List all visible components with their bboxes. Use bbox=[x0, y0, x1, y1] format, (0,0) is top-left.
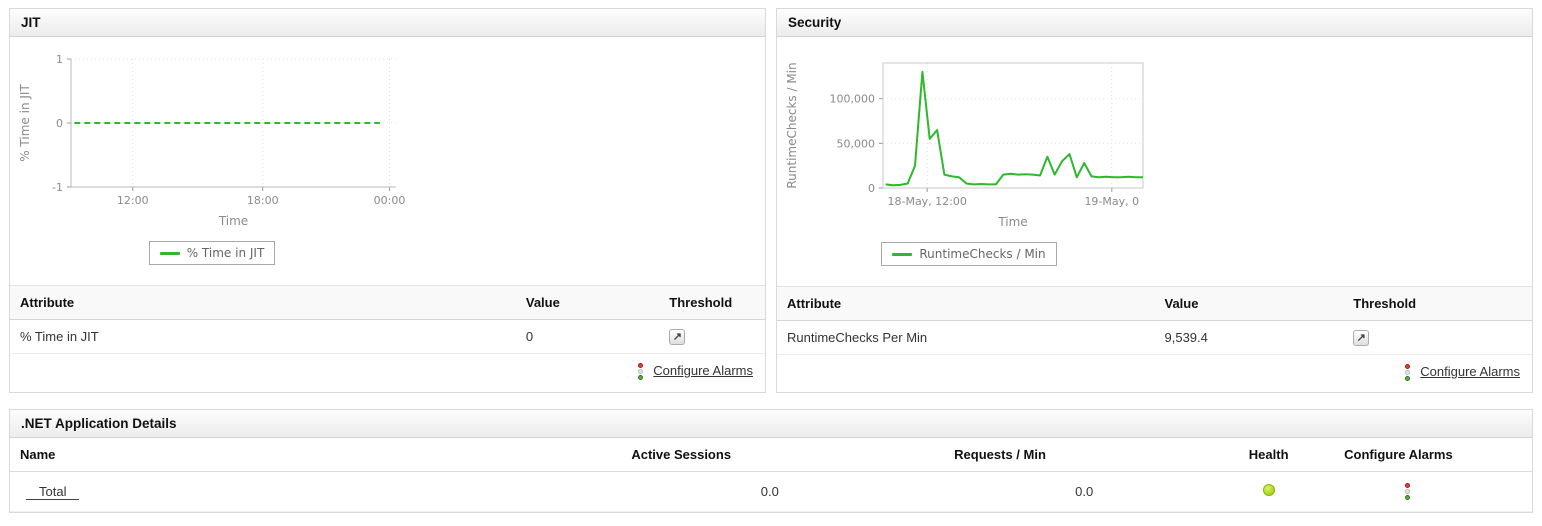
attribute-column-header: Attribute bbox=[777, 286, 1155, 321]
health-status-icon bbox=[1262, 484, 1275, 496]
svg-text:0: 0 bbox=[56, 117, 63, 130]
svg-text:-1: -1 bbox=[52, 181, 63, 194]
value-column-header: Value bbox=[515, 285, 660, 320]
alarm-traffic-light-icon[interactable] bbox=[1404, 363, 1411, 382]
value-column-header: Value bbox=[1154, 286, 1344, 321]
table-row: RuntimeChecks Per Min 9,539.4 ↗ bbox=[777, 320, 1532, 355]
jit-attribute-table: Attribute Value Threshold % Time in JIT … bbox=[10, 285, 765, 391]
threshold-icon[interactable]: ↗ bbox=[1353, 330, 1370, 346]
svg-text:50,000: 50,000 bbox=[837, 137, 876, 150]
table-header-row: Name Active Sessions Requests / Min Heal… bbox=[10, 438, 1532, 472]
configure-alarms-column-header: Configure Alarms bbox=[1334, 438, 1532, 472]
svg-text:Time: Time bbox=[218, 214, 248, 228]
attribute-cell: RuntimeChecks Per Min bbox=[777, 320, 1155, 355]
configure-alarms-row: Configure Alarms bbox=[10, 354, 765, 392]
requests-per-min-cell: 0.0 bbox=[796, 471, 1204, 512]
dotnet-table: Name Active Sessions Requests / Min Heal… bbox=[10, 438, 1532, 512]
name-column-header: Name bbox=[10, 438, 566, 472]
threshold-column-header: Threshold bbox=[1343, 286, 1532, 321]
dotnet-details-panel: .NET Application Details Name Active Ses… bbox=[9, 409, 1533, 513]
table-row: % Time in JIT 0 ↗ bbox=[10, 319, 765, 354]
table-header-row: Attribute Value Threshold bbox=[10, 285, 765, 320]
security-attribute-table: Attribute Value Threshold RuntimeChecks … bbox=[777, 286, 1532, 392]
jit-chart-block: 12:00 18:00 00:00 1 0 -1 Time % Time in JIT % T… bbox=[10, 37, 765, 285]
configure-alarms-link[interactable]: Configure Alarms bbox=[1420, 363, 1520, 379]
security-panel: Security 18-May, 12:00 19-May, 0 100,000 50… bbox=[776, 8, 1533, 393]
svg-text:RuntimeChecks / Min: RuntimeChecks / Min bbox=[785, 62, 799, 188]
value-cell: 9,539.4 bbox=[1154, 320, 1344, 355]
svg-text:100,000: 100,000 bbox=[830, 93, 876, 106]
table-header-row: Attribute Value Threshold bbox=[777, 286, 1532, 321]
threshold-cell: ↗ bbox=[659, 319, 765, 354]
svg-text:12:00: 12:00 bbox=[117, 194, 149, 207]
svg-text:19-May, 0: 19-May, 0 bbox=[1084, 195, 1139, 208]
legend-line-sample bbox=[159, 251, 180, 255]
value-cell: 0 bbox=[515, 319, 660, 354]
threshold-cell: ↗ bbox=[1343, 320, 1532, 355]
total-link[interactable]: Total bbox=[26, 484, 80, 500]
svg-text:0: 0 bbox=[868, 182, 875, 195]
security-legend-wrap: RuntimeChecks / Min bbox=[783, 242, 1155, 266]
top-row: JIT 12:00 18:00 00:00 1 0 -1 Time % Time in JIT… bbox=[9, 8, 1533, 393]
configure-alarms-cell bbox=[1334, 471, 1532, 512]
configure-alarms-link[interactable]: Configure Alarms bbox=[653, 362, 753, 378]
requests-per-min-column-header: Requests / Min bbox=[796, 438, 1204, 472]
security-legend: RuntimeChecks / Min bbox=[881, 242, 1057, 266]
jit-legend-wrap: % Time in JIT bbox=[16, 241, 408, 265]
active-sessions-cell: 0.0 bbox=[565, 471, 797, 512]
svg-text:18-May, 12:00: 18-May, 12:00 bbox=[887, 195, 966, 208]
security-chart-block: 18-May, 12:00 19-May, 0 100,000 50,000 0 Time… bbox=[777, 37, 1532, 286]
security-panel-title: Security bbox=[777, 9, 1532, 37]
svg-text:Time: Time bbox=[997, 215, 1027, 229]
svg-text:% Time in JIT: % Time in JIT bbox=[18, 84, 32, 162]
table-row: Total 0.0 0.0 bbox=[10, 471, 1532, 512]
alarm-traffic-light-icon[interactable] bbox=[637, 362, 644, 381]
threshold-column-header: Threshold bbox=[659, 285, 765, 320]
alarm-traffic-light-icon[interactable] bbox=[1404, 482, 1411, 501]
jit-chart: 12:00 18:00 00:00 1 0 -1 Time % Time in JIT bbox=[18, 53, 406, 228]
active-sessions-column-header: Active Sessions bbox=[565, 438, 797, 472]
attribute-column-header: Attribute bbox=[10, 285, 516, 320]
jit-legend: % Time in JIT bbox=[148, 241, 276, 265]
health-column-header: Health bbox=[1203, 438, 1335, 472]
configure-alarms-row: Configure Alarms bbox=[777, 355, 1532, 393]
jit-panel-title: JIT bbox=[10, 9, 765, 37]
svg-text:18:00: 18:00 bbox=[247, 194, 279, 207]
legend-label: % Time in JIT bbox=[186, 246, 265, 260]
security-chart: 18-May, 12:00 19-May, 0 100,000 50,000 0 Time… bbox=[785, 62, 1144, 229]
health-cell bbox=[1203, 471, 1335, 512]
svg-text:1: 1 bbox=[56, 53, 63, 66]
dotnet-panel-title: .NET Application Details bbox=[10, 410, 1532, 438]
svg-text:00:00: 00:00 bbox=[374, 194, 406, 207]
jit-panel: JIT 12:00 18:00 00:00 1 0 -1 Time % Time in JIT… bbox=[9, 8, 766, 393]
name-cell: Total bbox=[10, 471, 566, 512]
legend-label: RuntimeChecks / Min bbox=[919, 247, 1046, 261]
legend-line-sample bbox=[892, 252, 913, 256]
threshold-icon[interactable]: ↗ bbox=[669, 329, 686, 345]
attribute-cell: % Time in JIT bbox=[10, 319, 516, 354]
